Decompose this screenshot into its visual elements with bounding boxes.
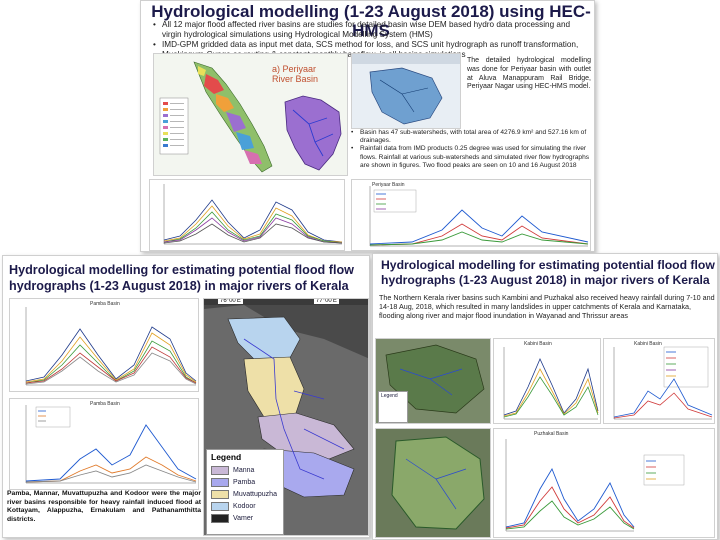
- legend-swatch-vamer: [211, 513, 229, 523]
- periyar-flow-chart-title: Periyaar Basin: [372, 182, 405, 188]
- kabini-flow-chart: Kabini Basin: [603, 338, 715, 424]
- legend-swatch-manna: [211, 465, 229, 475]
- pamba-rainfall-graphic: [25, 307, 197, 386]
- top-rainfall-chart-graphic: [163, 184, 343, 245]
- slide-hec-hms: Hydrological modelling (1-23 August 2018…: [140, 0, 595, 252]
- top-bullet-1: All 12 major flood affected river basins…: [153, 20, 585, 40]
- kerala-map-graphic: [159, 61, 273, 173]
- puzhakal-map-graphic: [376, 429, 490, 537]
- puzhakal-flow-graphic: [505, 439, 685, 532]
- kabini-rainfall-chart: Kabini Basin: [493, 338, 601, 424]
- periyar-flow-chart-graphic: [369, 186, 589, 247]
- kabini-basin-map: Legend: [375, 338, 491, 424]
- legend-row-kodoor: Kodoor: [207, 500, 283, 512]
- coord-label-right: 77°00'E: [314, 298, 339, 304]
- top-rainfall-chart: [149, 179, 345, 251]
- pamba-flow-graphic: [25, 405, 197, 484]
- top-right-text: The detailed hydrological modelling was …: [467, 57, 591, 91]
- periyar-subwatershed-map: [351, 53, 461, 129]
- pamba-flow-chart-title: Pamba Basin: [90, 401, 120, 407]
- kabini-flow-graphic: [613, 346, 713, 420]
- subwatershed-graphic: [352, 54, 460, 125]
- pamba-rainfall-chart-title: Pamba Basin: [90, 301, 120, 307]
- slide-kerala-north: Hydrological modelling for estimating po…: [372, 253, 718, 540]
- legend-swatch-muvattupuzha: [211, 489, 229, 499]
- south-basin-legend: Legend Manna Pamba Muvattupuzha Kodoor V…: [206, 449, 284, 535]
- puzhakal-basin-map: [375, 428, 491, 538]
- periyar-basin-shape: [284, 95, 342, 171]
- pamba-flow-chart: Pamba Basin: [9, 398, 199, 490]
- kabini-flow-title: Kabini Basin: [634, 341, 662, 347]
- coord-label-left: 76°00'E: [218, 298, 243, 304]
- legend-swatch-pamba: [211, 477, 229, 487]
- kerala-basin-map: a) Periyaar River Basin: [153, 53, 348, 176]
- legend-swatch-kodoor: [211, 501, 229, 511]
- kabini-legend: Legend: [378, 391, 408, 423]
- slide-kerala-south: Hydrological modelling for estimating po…: [2, 255, 370, 538]
- kabini-rainfall-graphic: [503, 347, 599, 420]
- basin-bullet-2: Rainfall data from IMD products 0.25 deg…: [351, 145, 591, 170]
- basin-bullet-1: Basin has 47 sub-watersheds, with total …: [351, 129, 591, 145]
- pamba-rainfall-chart: Pamba Basin: [9, 298, 199, 392]
- kabini-map-graphic: [376, 339, 490, 423]
- slide-title-left: Hydrological modelling for estimating po…: [9, 263, 354, 293]
- kabini-rainfall-title: Kabini Basin: [524, 341, 552, 347]
- periyar-inset-label: a) Periyaar River Basin: [272, 64, 319, 84]
- right-slide-paragraph: The Northern Kerala river basins such Ka…: [379, 293, 715, 320]
- kabini-legend-title: Legend: [381, 393, 398, 399]
- puzhakal-flow-title: Puzhakal Basin: [534, 431, 569, 437]
- basin-bullet-list: Basin has 47 sub-watersheds, with total …: [351, 129, 591, 170]
- periyar-flow-chart: Periyaar Basin: [351, 179, 591, 251]
- legend-row-pamba: Pamba: [207, 476, 283, 488]
- south-kerala-basin-map: 76°00'E 77°00'E Legend Manna Pamba: [203, 298, 369, 536]
- legend-row-muvattupuzha: Muvattupuzha: [207, 488, 283, 500]
- legend-row-vamer: Vamer: [207, 512, 283, 524]
- legend-row-manna: Manna: [207, 464, 283, 476]
- slide-title-right: Hydrological modelling for estimating po…: [381, 258, 715, 287]
- left-slide-caption: Pamba, Mannar, Muvattupuzha and Kodoor w…: [7, 490, 201, 523]
- legend-title: Legend: [211, 452, 242, 462]
- puzhakal-flow-chart: Puzhakal Basin: [493, 428, 715, 538]
